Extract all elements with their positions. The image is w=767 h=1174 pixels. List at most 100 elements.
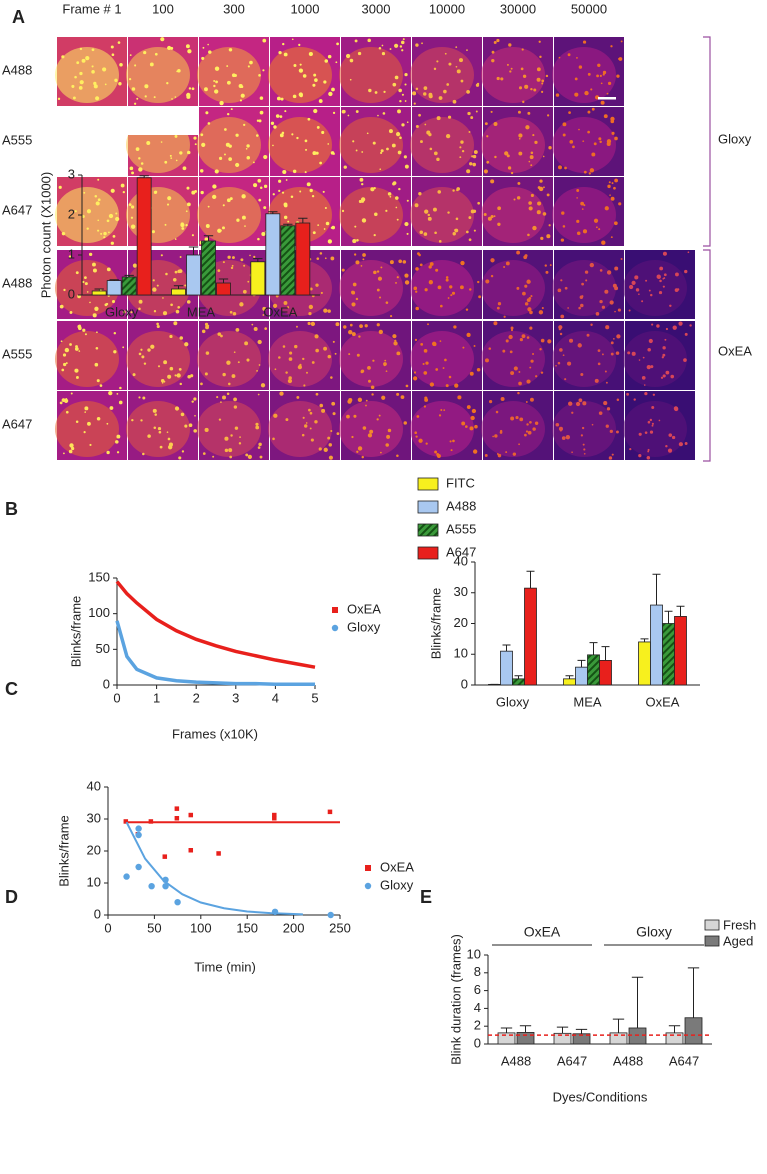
image-spot <box>61 231 66 236</box>
image-spot <box>469 371 474 376</box>
image-spot <box>92 262 96 267</box>
image-spot <box>278 51 282 55</box>
image-spot <box>614 310 616 313</box>
legend-swatch <box>704 919 720 931</box>
image-spot <box>429 382 435 387</box>
image-spot <box>324 207 327 210</box>
image-spot <box>510 326 514 330</box>
image-spot <box>525 400 528 403</box>
image-spot <box>274 368 277 371</box>
image-spot <box>490 258 495 263</box>
image-spot <box>229 455 233 459</box>
image-tile-glow <box>268 117 332 173</box>
image-spot <box>336 432 340 436</box>
image-spot <box>538 186 544 192</box>
image-spot <box>582 443 585 446</box>
image-spot <box>288 376 292 380</box>
image-spot <box>239 99 243 102</box>
image-spot <box>440 304 443 308</box>
legend-label: Aged <box>723 933 753 948</box>
image-spot <box>315 151 319 155</box>
image-spot <box>116 434 121 439</box>
error-bar <box>502 644 511 652</box>
image-spot <box>423 86 428 90</box>
image-spot <box>328 455 333 460</box>
image-spot <box>544 264 547 267</box>
image-tile-glow <box>55 187 119 243</box>
image-spot <box>510 171 514 175</box>
image-spot <box>663 273 667 277</box>
image-spot <box>207 43 209 46</box>
image-spot <box>96 379 100 383</box>
image-spot <box>521 334 526 339</box>
image-spot <box>332 152 335 155</box>
image-spot <box>194 414 196 417</box>
image-spot <box>429 147 433 151</box>
image-spot <box>600 82 603 85</box>
image-spot <box>571 411 574 414</box>
image-spot <box>581 295 584 298</box>
image-spot <box>122 190 125 194</box>
image-spot <box>529 326 533 330</box>
image-spot <box>428 265 432 269</box>
image-spot <box>179 382 183 386</box>
image-spot <box>614 178 619 183</box>
image-spot <box>546 193 550 197</box>
image-spot <box>315 283 319 287</box>
image-tile-glow <box>55 401 119 457</box>
row-label: A555 <box>2 132 32 147</box>
image-spot <box>539 55 542 59</box>
error-bar <box>203 235 214 241</box>
column-label: 1000 <box>291 1 320 16</box>
image-spot <box>311 361 315 364</box>
image-spot <box>672 325 677 330</box>
image-spot <box>595 312 600 316</box>
image-spot <box>293 63 297 67</box>
error-bar <box>640 638 649 642</box>
image-spot <box>320 291 323 294</box>
x-tick-label: OxEA <box>263 304 297 319</box>
image-spot <box>576 197 578 199</box>
image-spot <box>319 252 323 255</box>
y-tick-label: 30 <box>454 584 468 599</box>
image-spot <box>323 447 328 452</box>
image-spot <box>516 286 520 290</box>
image-spot <box>539 348 542 351</box>
y-tick-label: 3 <box>68 166 75 181</box>
image-spot <box>292 169 297 174</box>
image-spot <box>114 78 118 82</box>
image-spot <box>578 398 583 403</box>
image-spot <box>282 42 285 46</box>
image-spot <box>283 52 288 57</box>
image-spot <box>425 361 429 365</box>
image-spot <box>596 74 599 78</box>
image-spot <box>369 429 374 434</box>
image-spot <box>280 97 284 101</box>
image-spot <box>160 37 165 42</box>
image-spot <box>631 351 636 356</box>
image-spot <box>371 393 374 396</box>
image-spot <box>610 341 614 345</box>
group-label: OxEA <box>524 924 561 940</box>
image-spot <box>128 77 132 81</box>
image-spot <box>559 332 563 336</box>
image-tile-glow <box>623 401 687 457</box>
image-spot <box>447 211 450 214</box>
bar <box>106 280 122 296</box>
image-spot <box>131 418 134 422</box>
image-spot <box>558 165 562 170</box>
image-spot <box>599 269 603 272</box>
image-spot <box>562 122 567 127</box>
image-spot <box>646 456 651 460</box>
image-spot <box>174 134 178 138</box>
image-spot <box>172 277 177 282</box>
image-spot <box>119 386 122 390</box>
image-spot <box>392 181 397 185</box>
image-tile-glow <box>552 331 616 387</box>
column-label: 300 <box>223 1 245 16</box>
image-spot <box>120 183 125 188</box>
image-spot <box>356 450 359 453</box>
image-spot <box>304 424 308 428</box>
image-spot <box>301 433 305 437</box>
image-spot <box>391 143 396 148</box>
